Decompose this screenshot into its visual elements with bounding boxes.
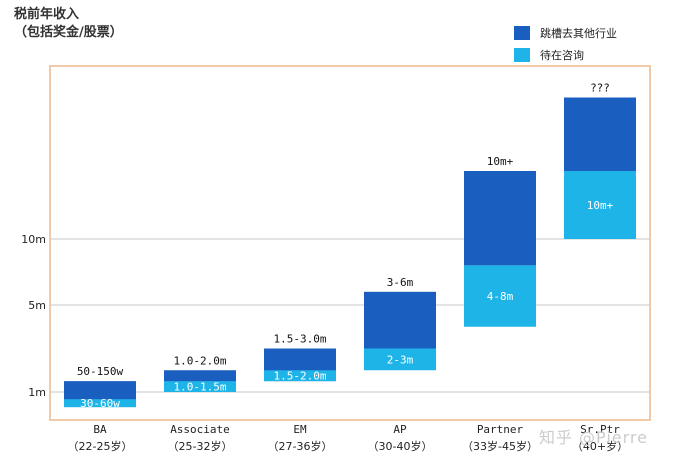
x-tick-label: Partner: [477, 423, 524, 436]
x-tick-label: BA: [93, 423, 107, 436]
x-tick-sublabel: （30-40岁）: [368, 439, 433, 453]
data-label-switch: 1.5-3.0m: [274, 333, 327, 346]
bar-switch: [364, 291, 436, 349]
x-tick-label: Associate: [170, 423, 230, 436]
data-label-switch: 1.0-2.0m: [174, 354, 227, 367]
bar-stay: [564, 171, 636, 239]
x-tick-label: Sr.Ptr: [580, 423, 620, 436]
x-tick-sublabel: （25-32岁）: [168, 439, 233, 453]
data-label-stay: 10m+: [587, 199, 614, 212]
data-label-stay: 30-60w: [80, 397, 120, 410]
data-label-switch: 10m+: [487, 155, 514, 168]
legend: 跳槽去其他行业 待在咨询: [514, 22, 617, 66]
bar-stay: [464, 265, 536, 327]
x-tick-sublabel: （33岁-45岁）: [462, 439, 538, 453]
data-label-stay: 1.5-2.0m: [274, 370, 327, 383]
bar-stay: [264, 370, 336, 382]
legend-label-stay: 待在咨询: [540, 49, 584, 62]
y-tick-label: 10m: [21, 233, 46, 246]
x-tick-label: EM: [293, 423, 307, 436]
bar-stay: [164, 381, 236, 392]
legend-swatch-switch: [514, 26, 530, 40]
y-axis-title: 税前年收入 （包括奖金/股票）: [14, 6, 123, 42]
legend-label-switch: 跳槽去其他行业: [540, 27, 617, 40]
legend-item-stay: 待在咨询: [514, 44, 617, 66]
data-label-switch: 50-150w: [77, 365, 124, 378]
bar-switch: [64, 381, 136, 401]
x-tick-label: AP: [393, 423, 407, 436]
bar-stay: [364, 348, 436, 371]
x-tick-sublabel: （22-25岁）: [68, 439, 133, 453]
x-tick-sublabel: （40+岁）: [572, 439, 628, 453]
data-label-stay: 4-8m: [487, 290, 514, 303]
legend-item-switch: 跳槽去其他行业: [514, 22, 617, 44]
bar-switch: [464, 171, 536, 266]
y-axis-title-line2: （包括奖金/股票）: [14, 25, 123, 40]
watermark: 知乎 @Pierre: [538, 428, 648, 447]
data-label-switch: ???: [590, 82, 610, 95]
y-tick-label: 5m: [28, 299, 46, 312]
plot-frame: [49, 65, 651, 421]
data-label-stay: 2-3m: [387, 353, 414, 366]
data-label-stay: 1.0-1.5m: [174, 381, 227, 394]
bar-stay: [64, 399, 136, 408]
y-tick-label: 1m: [28, 386, 46, 399]
legend-swatch-stay: [514, 48, 530, 62]
x-tick-sublabel: （27-36岁）: [268, 439, 333, 453]
y-axis-title-line1: 税前年收入: [14, 7, 80, 22]
data-label-switch: 3-6m: [387, 276, 414, 289]
